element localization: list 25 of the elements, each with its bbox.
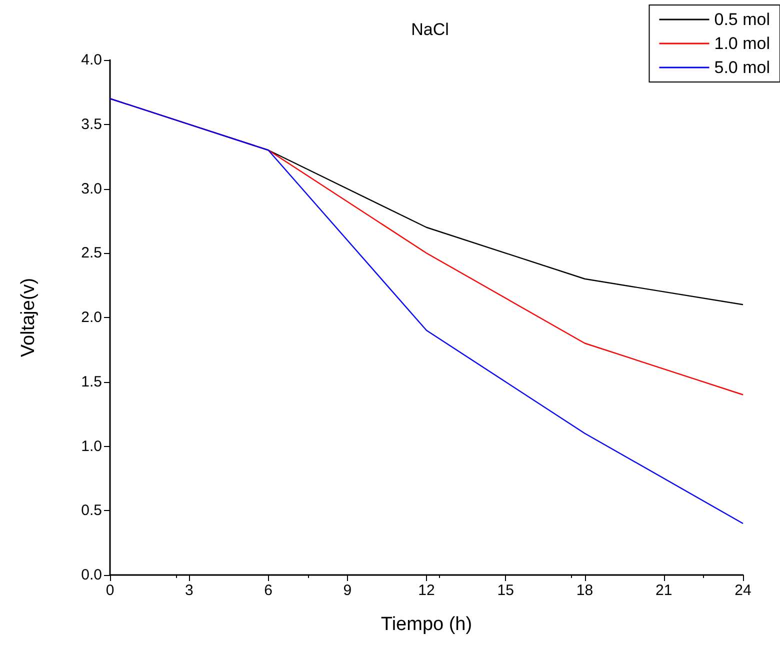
x-tick-label: 9 bbox=[343, 582, 352, 599]
y-tick-label: 2.5 bbox=[81, 244, 102, 262]
legend-label: 0.5 mol bbox=[714, 10, 770, 29]
y-tick-label: 3.0 bbox=[81, 180, 102, 198]
x-tick-label: 6 bbox=[264, 582, 272, 599]
y-tick-label: 4.0 bbox=[81, 52, 102, 68]
line-series bbox=[109, 98, 744, 524]
x-tick-label: 18 bbox=[576, 582, 594, 599]
x-tick-label: 15 bbox=[497, 582, 514, 599]
x-tick-label: 21 bbox=[656, 582, 672, 599]
x-tick-label: 3 bbox=[184, 582, 194, 599]
x-tick-label: 12 bbox=[418, 582, 435, 599]
y-tick-label: 1.0 bbox=[81, 438, 102, 455]
y-tick-label: 2.0 bbox=[81, 309, 102, 326]
y-tick-label: 3.5 bbox=[81, 116, 102, 133]
chart-title: NaCl bbox=[411, 20, 449, 39]
legend-label: 1.0 mol bbox=[714, 34, 770, 53]
x-axis-title: Tiempo (h) bbox=[380, 614, 472, 635]
legend-label: 5.0 mol bbox=[714, 58, 770, 77]
y-tick-label: 0.5 bbox=[81, 502, 102, 520]
x-tick-label: 24 bbox=[734, 582, 752, 599]
x-tick-label: 0 bbox=[106, 582, 114, 599]
y-tick-label: 0.0 bbox=[81, 566, 102, 584]
y-axis-title: Voltaje(v) bbox=[18, 278, 39, 358]
y-tick-label: 1.5 bbox=[81, 373, 102, 390]
